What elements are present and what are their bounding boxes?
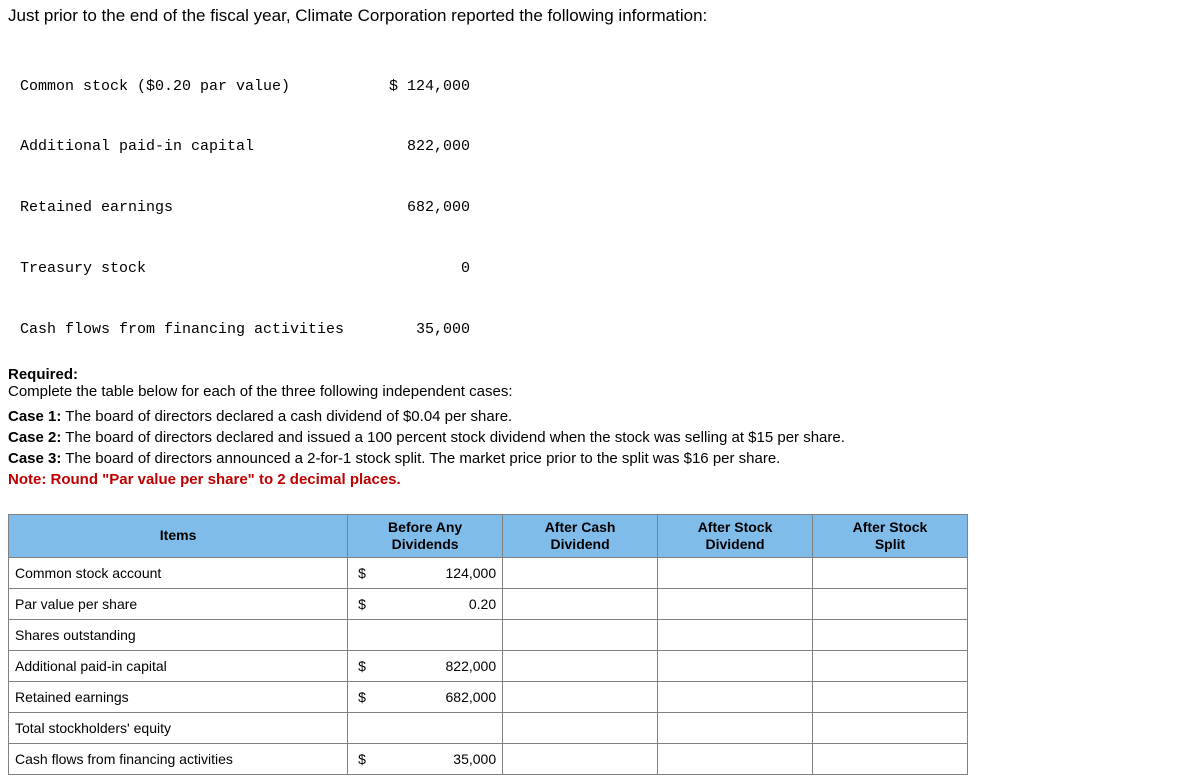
given-value: 0 — [380, 259, 470, 279]
before-value[interactable] — [348, 619, 503, 650]
case1-label: Case 1: — [8, 408, 61, 425]
before-value[interactable] — [348, 712, 503, 743]
required-heading: Required: — [8, 366, 78, 383]
given-value: 822,000 — [380, 137, 470, 157]
col-after-split: After StockSplit — [813, 515, 968, 558]
answer-cell[interactable] — [658, 557, 813, 588]
table-row: Additional paid-in capital$822,000 — [9, 650, 968, 681]
table-row: Cash flows from financing activities$35,… — [9, 743, 968, 774]
case1-text: The board of directors declared a cash d… — [61, 408, 512, 425]
answer-cell[interactable] — [813, 619, 968, 650]
col-after-stockdiv: After StockDividend — [658, 515, 813, 558]
case3-text: The board of directors announced a 2-for… — [61, 450, 780, 467]
given-label: Retained earnings — [20, 198, 380, 218]
before-value[interactable]: $682,000 — [348, 681, 503, 712]
given-label: Additional paid-in capital — [20, 137, 380, 157]
answer-cell[interactable] — [813, 681, 968, 712]
table-row: Par value per share$0.20 — [9, 588, 968, 619]
row-label: Shares outstanding — [9, 619, 348, 650]
case2-label: Case 2: — [8, 429, 61, 446]
before-value[interactable]: $124,000 — [348, 557, 503, 588]
given-data-block: Common stock ($0.20 par value)$ 124,000 … — [20, 36, 1192, 360]
answer-cell[interactable] — [813, 650, 968, 681]
given-label: Common stock ($0.20 par value) — [20, 77, 380, 97]
answer-cell[interactable] — [503, 619, 658, 650]
col-items: Items — [9, 515, 348, 558]
required-block: Required: Complete the table below for e… — [8, 366, 1192, 400]
required-text: Complete the table below for each of the… — [8, 383, 513, 400]
row-label: Cash flows from financing activities — [9, 743, 348, 774]
answer-table: Items Before AnyDividends After CashDivi… — [8, 514, 968, 775]
col-after-cash: After CashDividend — [503, 515, 658, 558]
row-label: Retained earnings — [9, 681, 348, 712]
case2-text: The board of directors declared and issu… — [61, 429, 845, 446]
answer-cell[interactable] — [813, 557, 968, 588]
answer-cell[interactable] — [813, 588, 968, 619]
table-row: Common stock account$124,000 — [9, 557, 968, 588]
row-label: Common stock account — [9, 557, 348, 588]
answer-cell[interactable] — [503, 743, 658, 774]
answer-cell[interactable] — [658, 743, 813, 774]
given-value: 682,000 — [380, 198, 470, 218]
cases-block: Case 1: The board of directors declared … — [8, 406, 1192, 490]
answer-cell[interactable] — [813, 712, 968, 743]
answer-cell[interactable] — [503, 712, 658, 743]
before-value[interactable]: $35,000 — [348, 743, 503, 774]
answer-cell[interactable] — [658, 650, 813, 681]
before-value[interactable]: $0.20 — [348, 588, 503, 619]
row-label: Total stockholders' equity — [9, 712, 348, 743]
table-row: Shares outstanding — [9, 619, 968, 650]
before-value[interactable]: $822,000 — [348, 650, 503, 681]
table-row: Total stockholders' equity — [9, 712, 968, 743]
given-value: 35,000 — [380, 320, 470, 340]
intro-text: Just prior to the end of the fiscal year… — [8, 6, 1192, 26]
answer-cell[interactable] — [658, 619, 813, 650]
given-label: Cash flows from financing activities — [20, 320, 380, 340]
answer-cell[interactable] — [658, 588, 813, 619]
given-value: $ 124,000 — [380, 77, 470, 97]
answer-cell[interactable] — [658, 681, 813, 712]
row-label: Additional paid-in capital — [9, 650, 348, 681]
answer-cell[interactable] — [503, 588, 658, 619]
row-label: Par value per share — [9, 588, 348, 619]
note-text: Note: Round "Par value per share" to 2 d… — [8, 469, 1192, 490]
answer-cell[interactable] — [503, 557, 658, 588]
answer-cell[interactable] — [813, 743, 968, 774]
answer-cell[interactable] — [503, 650, 658, 681]
case3-label: Case 3: — [8, 450, 61, 467]
answer-cell[interactable] — [658, 712, 813, 743]
given-label: Treasury stock — [20, 259, 380, 279]
table-row: Retained earnings$682,000 — [9, 681, 968, 712]
answer-cell[interactable] — [503, 681, 658, 712]
col-before: Before AnyDividends — [348, 515, 503, 558]
